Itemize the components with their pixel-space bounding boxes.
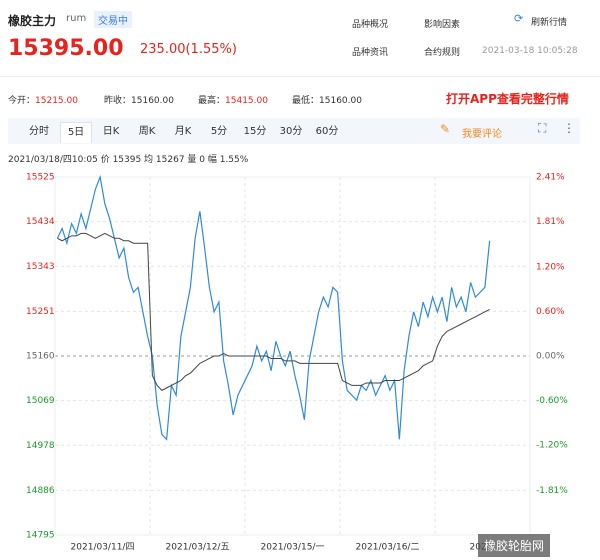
- change: 235.00(1.55%): [140, 42, 237, 57]
- link[interactable]: 品种资讯: [352, 48, 389, 58]
- plot-frame: [54, 176, 531, 536]
- info: 2021/03/18/四10:05 价 15395 均 15267 量 0 幅 …: [8, 155, 249, 165]
- comment-icon[interactable]: ✎: [440, 122, 451, 136]
- y-tick-label: 14795: [26, 531, 55, 541]
- tab[interactable]: 分时: [29, 126, 49, 137]
- y-tick-label: 15160: [26, 352, 55, 362]
- fullscreen-icon[interactable]: ⛶: [538, 121, 547, 135]
- price: 15395.00: [8, 36, 124, 61]
- stat-label: 最高：: [198, 96, 226, 106]
- tab[interactable]: 5分: [210, 126, 228, 137]
- stat-value: 15160.00: [319, 96, 362, 106]
- stat-label: 最低：: [292, 96, 320, 106]
- divider: [0, 76, 600, 77]
- y2-tick-label: 1.81%: [536, 217, 565, 227]
- y2-tick-label: 2.41%: [536, 173, 565, 183]
- y2-tick-label: 0.00%: [536, 352, 565, 362]
- stat: 今开：15215.00: [8, 93, 78, 106]
- series-line: [57, 232, 490, 391]
- y-tick-label: 15525: [26, 173, 55, 183]
- series-line: [56, 174, 491, 441]
- menu-icon[interactable]: ⋮: [563, 121, 575, 135]
- y-tick-label: 15434: [26, 217, 55, 227]
- tab[interactable]: 周K: [138, 126, 156, 137]
- tab[interactable]: 日K: [102, 126, 120, 137]
- tab[interactable]: 15分: [243, 126, 267, 137]
- tab[interactable]: 月K: [174, 126, 192, 137]
- link[interactable]: 品种概况: [352, 20, 389, 30]
- y2-tick-label: 0.60%: [536, 307, 565, 317]
- refresh-icon[interactable]: ⟳: [514, 12, 524, 25]
- tab[interactable]: 30分: [279, 126, 303, 137]
- x-tick-label: 2021/03/16/二: [356, 543, 420, 553]
- y2-tick-label: -0.60%: [536, 396, 568, 406]
- stat: 最高：15415.00: [198, 93, 268, 106]
- stat-value: 15215.00: [35, 96, 78, 106]
- y-tick-label: 15251: [26, 307, 55, 317]
- status: 交易中: [94, 11, 132, 28]
- link[interactable]: 刷新行情: [531, 18, 568, 28]
- tab[interactable]: 5日: [60, 122, 92, 143]
- y2-tick-label: -1.81%: [536, 486, 568, 496]
- y-tick-label: 14978: [26, 441, 55, 451]
- stat: 最低：15160.00: [292, 93, 362, 106]
- y2-tick-label: -1.20%: [536, 441, 568, 451]
- y-tick-label: 15343: [26, 262, 55, 272]
- stat-value: 15160.00: [131, 96, 174, 106]
- stat: 昨收：15160.00: [104, 93, 174, 106]
- comment[interactable]: 我要评论: [462, 129, 502, 140]
- stat-label: 今开：: [8, 96, 36, 106]
- link[interactable]: 合约规则: [424, 48, 461, 58]
- tab[interactable]: 60分: [315, 126, 339, 137]
- stat-value: 15415.00: [225, 96, 268, 106]
- tab-bar: [8, 118, 580, 144]
- y-tick-label: 15069: [26, 396, 55, 406]
- x-tick-label: 2021/03/15/一: [261, 543, 325, 553]
- x-tick-label: 2021/03/12/五: [166, 543, 230, 553]
- stat-label: 昨收：: [104, 96, 132, 106]
- x-tick-label: 2021/03/11/四: [71, 543, 135, 553]
- y-tick-label: 14886: [26, 486, 55, 496]
- timestamp: 2021-03-18 10:05:28: [482, 46, 578, 56]
- y2-tick-label: 1.20%: [536, 262, 565, 272]
- watermark: 橡胶轮胎网: [478, 534, 551, 557]
- title: 橡胶主力: [8, 14, 57, 28]
- code: rum: [66, 13, 87, 24]
- promo[interactable]: 打开APP查看完整行情: [446, 92, 569, 106]
- link[interactable]: 影响因素: [424, 20, 461, 30]
